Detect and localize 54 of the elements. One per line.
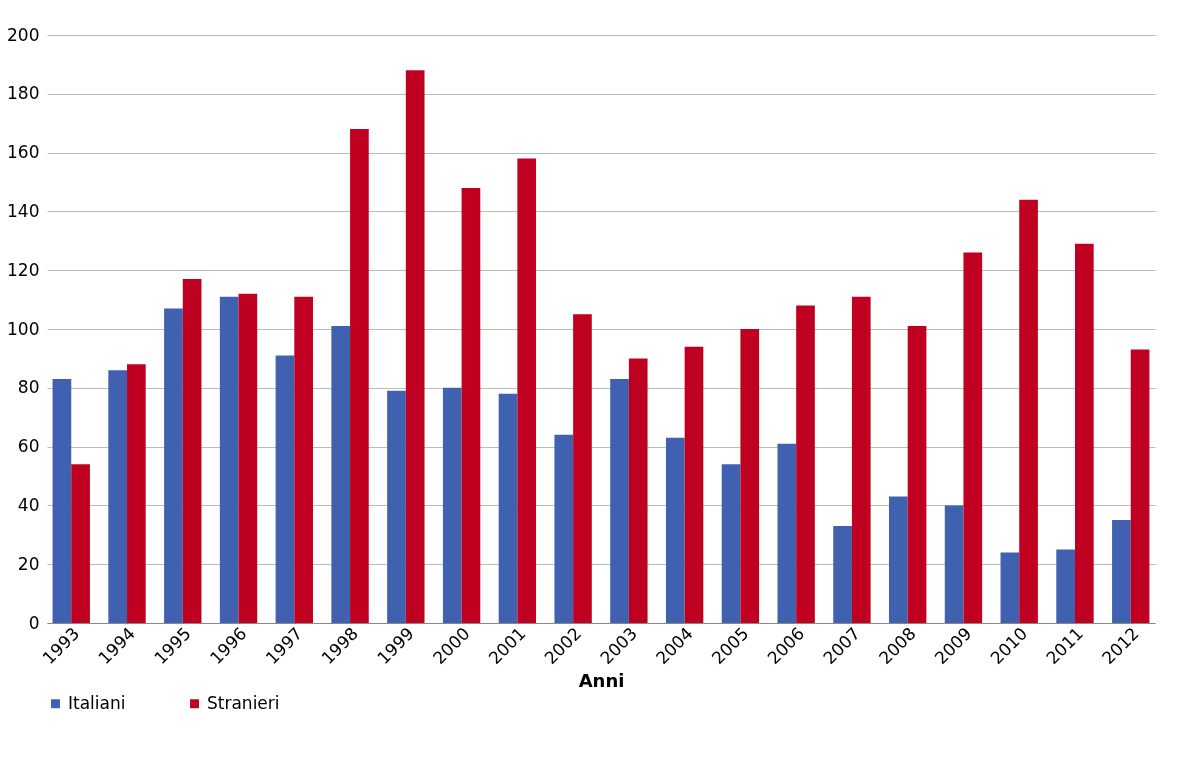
bar — [1130, 349, 1150, 623]
bar — [331, 326, 351, 623]
bar — [889, 496, 908, 623]
bar — [851, 296, 871, 623]
bar — [944, 505, 964, 623]
legend-label: Stranieri — [207, 692, 280, 713]
y-tick-label: 40 — [17, 494, 40, 515]
bar — [1056, 549, 1075, 623]
x-axis-title: Anni — [578, 670, 625, 692]
bar — [498, 393, 518, 623]
bar — [461, 187, 481, 623]
bar — [52, 378, 72, 623]
bar — [573, 314, 592, 623]
bar — [275, 355, 295, 623]
bar — [517, 158, 537, 623]
bar — [182, 279, 202, 623]
bar — [721, 464, 741, 623]
bar — [71, 464, 90, 623]
bar — [907, 326, 927, 623]
bar — [665, 437, 685, 623]
bar — [164, 308, 183, 623]
bar — [219, 296, 239, 623]
legend-label: Italiani — [68, 692, 126, 713]
bar — [833, 525, 852, 623]
y-tick-label: 0 — [28, 612, 40, 633]
bar — [350, 129, 369, 623]
y-tick-label: 140 — [7, 200, 40, 221]
y-tick-label: 180 — [7, 83, 40, 104]
bar — [1074, 243, 1094, 623]
bar — [963, 252, 983, 623]
bar — [294, 296, 313, 623]
bar — [740, 329, 760, 623]
bar — [387, 390, 406, 623]
y-tick-label: 200 — [7, 24, 40, 45]
bar — [238, 293, 258, 623]
y-tick-label: 80 — [17, 377, 40, 398]
y-tick-label: 160 — [7, 142, 40, 163]
bar — [610, 378, 629, 623]
bar — [1019, 199, 1038, 623]
bar — [684, 346, 704, 623]
bar — [108, 370, 128, 623]
bar — [796, 305, 815, 623]
y-tick-label: 100 — [7, 318, 40, 339]
bar — [127, 364, 146, 623]
bar — [442, 387, 462, 623]
bar — [1000, 552, 1020, 623]
bar — [777, 443, 797, 623]
y-tick-label: 20 — [17, 553, 40, 574]
bar — [628, 358, 648, 623]
bar — [1112, 520, 1131, 623]
y-tick-label: 60 — [17, 436, 40, 457]
bar — [554, 434, 574, 623]
bar — [405, 70, 425, 623]
y-tick-label: 120 — [7, 259, 40, 280]
